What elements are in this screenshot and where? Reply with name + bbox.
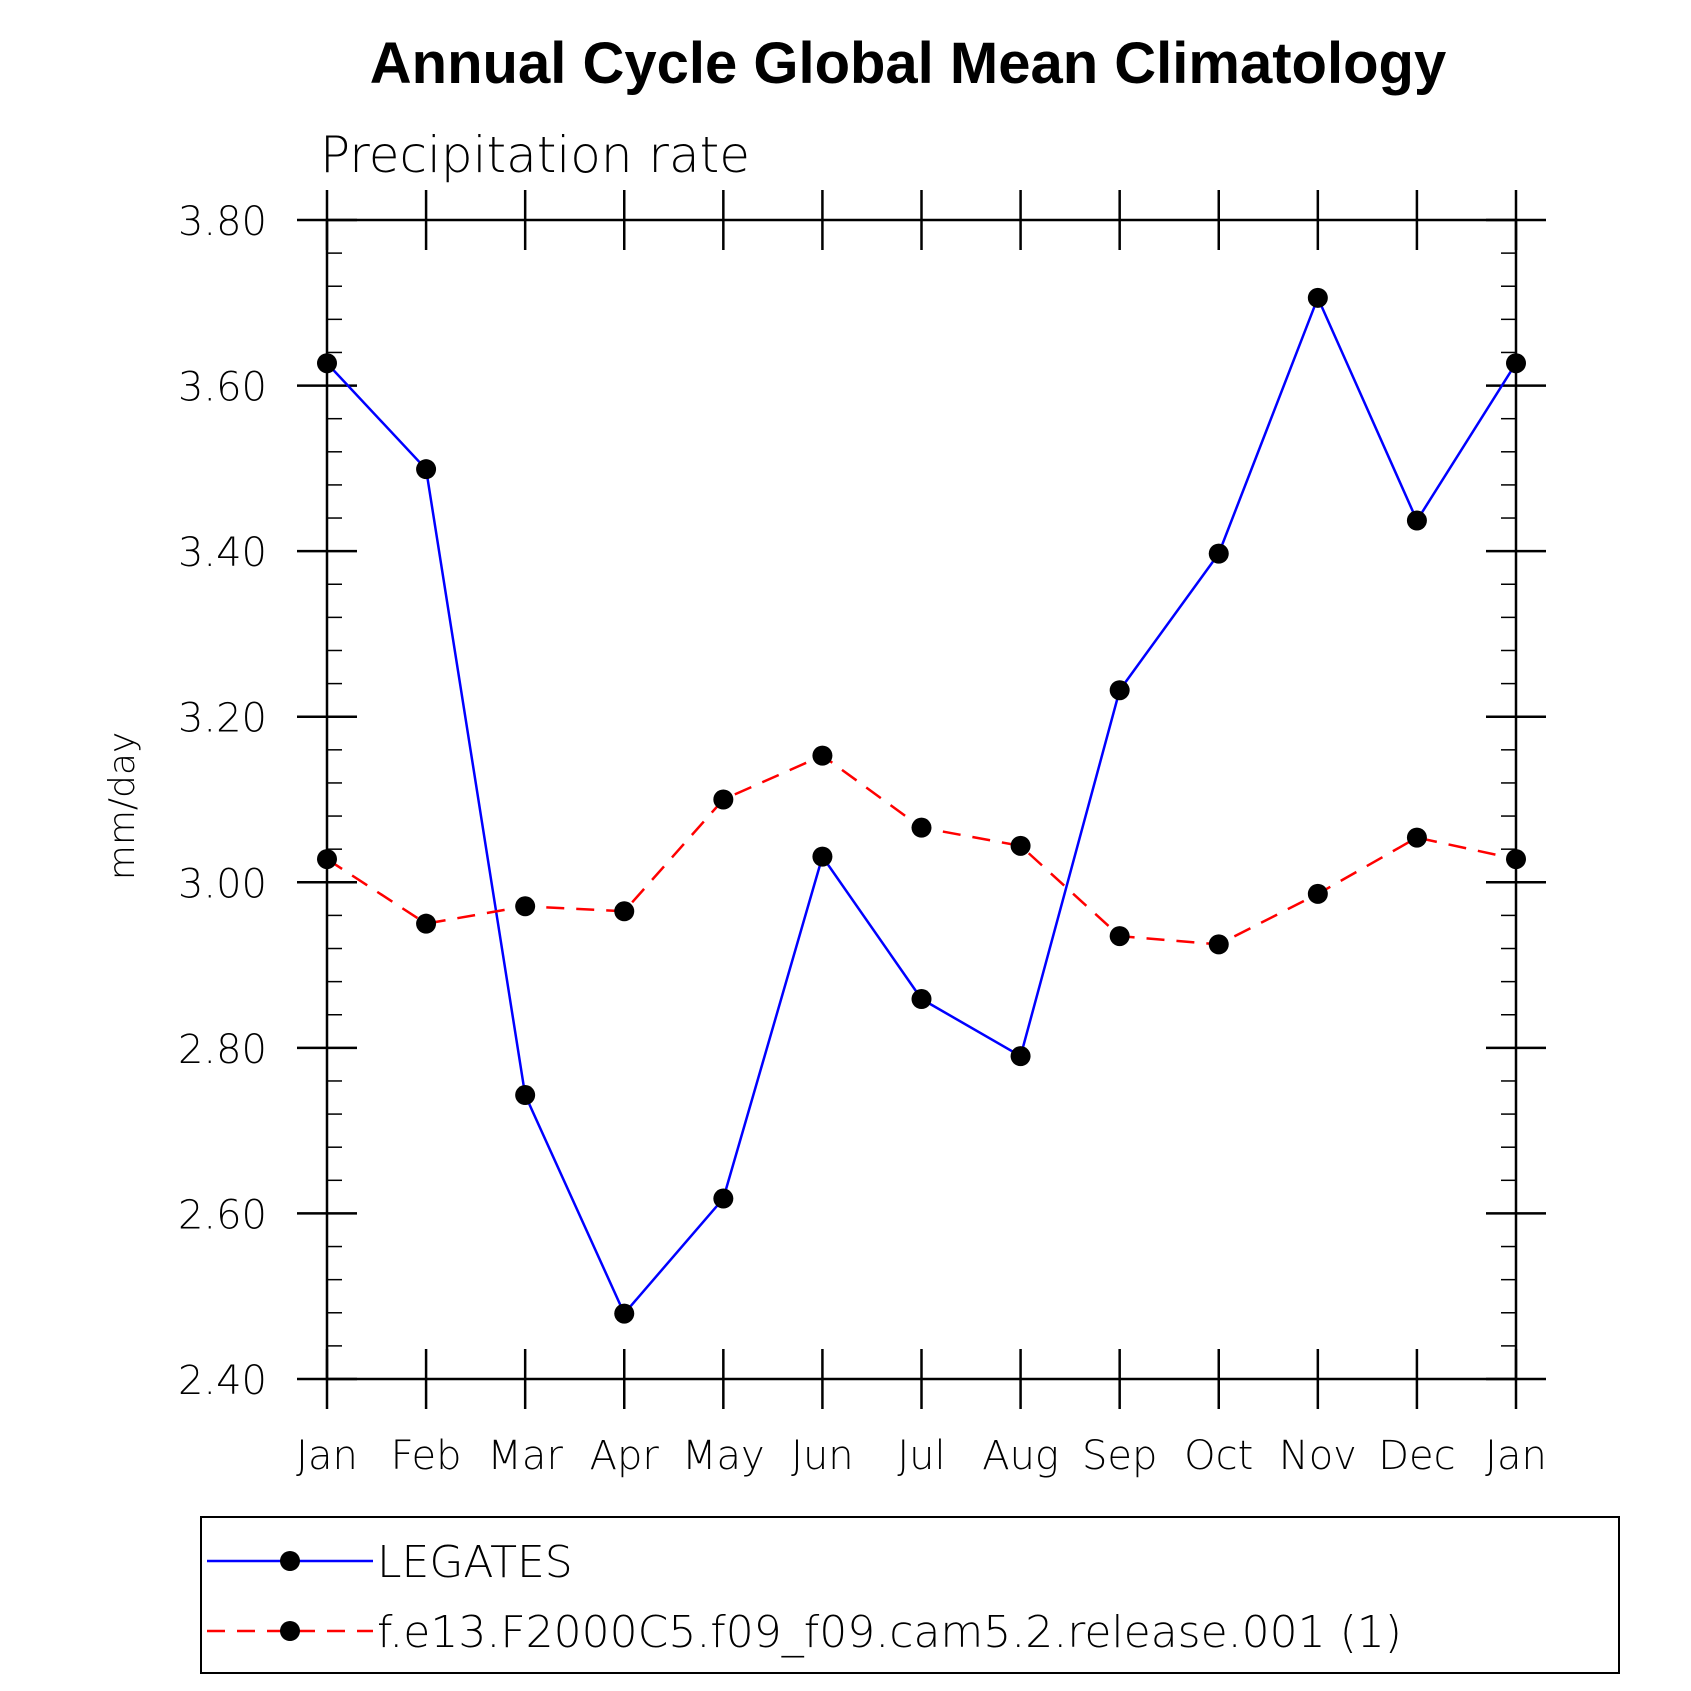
y-tick-label: 3.80: [178, 199, 267, 245]
y-tick-label: 3.20: [178, 696, 267, 742]
series-1-point: [317, 353, 337, 374]
series-2-point: [812, 745, 833, 766]
legend-box: [200, 1516, 1620, 1674]
x-tick-label: Aug: [982, 1433, 1059, 1479]
legend-label-1: LEGATES: [377, 1537, 573, 1588]
series-2-point: [713, 789, 734, 810]
x-tick-label: Jan: [296, 1433, 358, 1479]
legend-label-2: f.e13.F2000C5.f09_f09.cam5.2.release.001…: [377, 1607, 1402, 1658]
series-1-point: [1506, 353, 1526, 374]
series-line-2: [326, 754, 1517, 946]
x-tick-label: Jun: [791, 1433, 854, 1479]
x-tick-label: Dec: [1378, 1433, 1455, 1479]
y-tick-label: 2.80: [178, 1027, 267, 1073]
plot-area: Jan Feb Mar Apr May Jun Jul Aug Sep Oct Nov Dec Jan 2…: [178, 190, 1547, 1479]
x-tick-label: Sep: [1082, 1433, 1157, 1479]
legend-marker-1: [280, 1551, 300, 1571]
y-axis-label: mm/day: [102, 732, 143, 880]
x-tick-label: Jul: [897, 1433, 945, 1479]
series-1-point: [1406, 510, 1427, 531]
y-tick-label: 2.60: [178, 1192, 267, 1238]
series-1-point: [1208, 543, 1229, 564]
series-1-point: [911, 989, 932, 1010]
series-1-point: [713, 1188, 734, 1209]
y-tick-label: 3.40: [178, 530, 267, 576]
x-tick-label: Feb: [391, 1433, 462, 1479]
series-2-point: [911, 817, 932, 838]
series-2-point: [1406, 827, 1427, 848]
series-2-point: [1208, 934, 1229, 955]
legend-marker-2: [280, 1621, 300, 1641]
x-tick-label: Apr: [590, 1433, 660, 1479]
y-tick-label: 3.00: [178, 861, 267, 907]
series-1-point: [614, 1303, 635, 1324]
series-1-point: [416, 459, 437, 480]
y-tick-label: 3.60: [178, 365, 267, 411]
series-2-point: [416, 913, 437, 934]
series-1-point: [515, 1085, 536, 1106]
series-1-point: [1010, 1046, 1031, 1067]
x-tick-label: May: [682, 1433, 765, 1479]
legend: LEGATES f.e13.F2000C5.f09_f09.cam5.2.rele…: [200, 1516, 1620, 1674]
series-1-point: [812, 846, 833, 867]
x-tick-label: Mar: [487, 1433, 563, 1479]
x-tick-label: Nov: [1279, 1433, 1357, 1479]
series-1-point: [1307, 287, 1328, 308]
series-line-1: [326, 294, 1518, 1316]
series-2-point: [317, 849, 337, 870]
chart-title: Annual Cycle Global Mean Climatology: [370, 31, 1446, 96]
series-2-point: [1010, 835, 1031, 856]
series-2-point: [614, 901, 635, 922]
x-tick-label: Oct: [1184, 1433, 1253, 1479]
series-2-point: [1506, 849, 1526, 870]
plot-frame: [325, 218, 1518, 1381]
series-2-point: [1109, 926, 1130, 947]
y-tick-label: 2.40: [178, 1358, 267, 1404]
series-1-point: [1109, 680, 1130, 701]
series-2-point: [1307, 883, 1328, 904]
chart-subtitle: Precipitation rate: [320, 126, 750, 184]
x-tick-label: Jan: [1485, 1433, 1547, 1479]
series-2-point: [515, 896, 536, 917]
